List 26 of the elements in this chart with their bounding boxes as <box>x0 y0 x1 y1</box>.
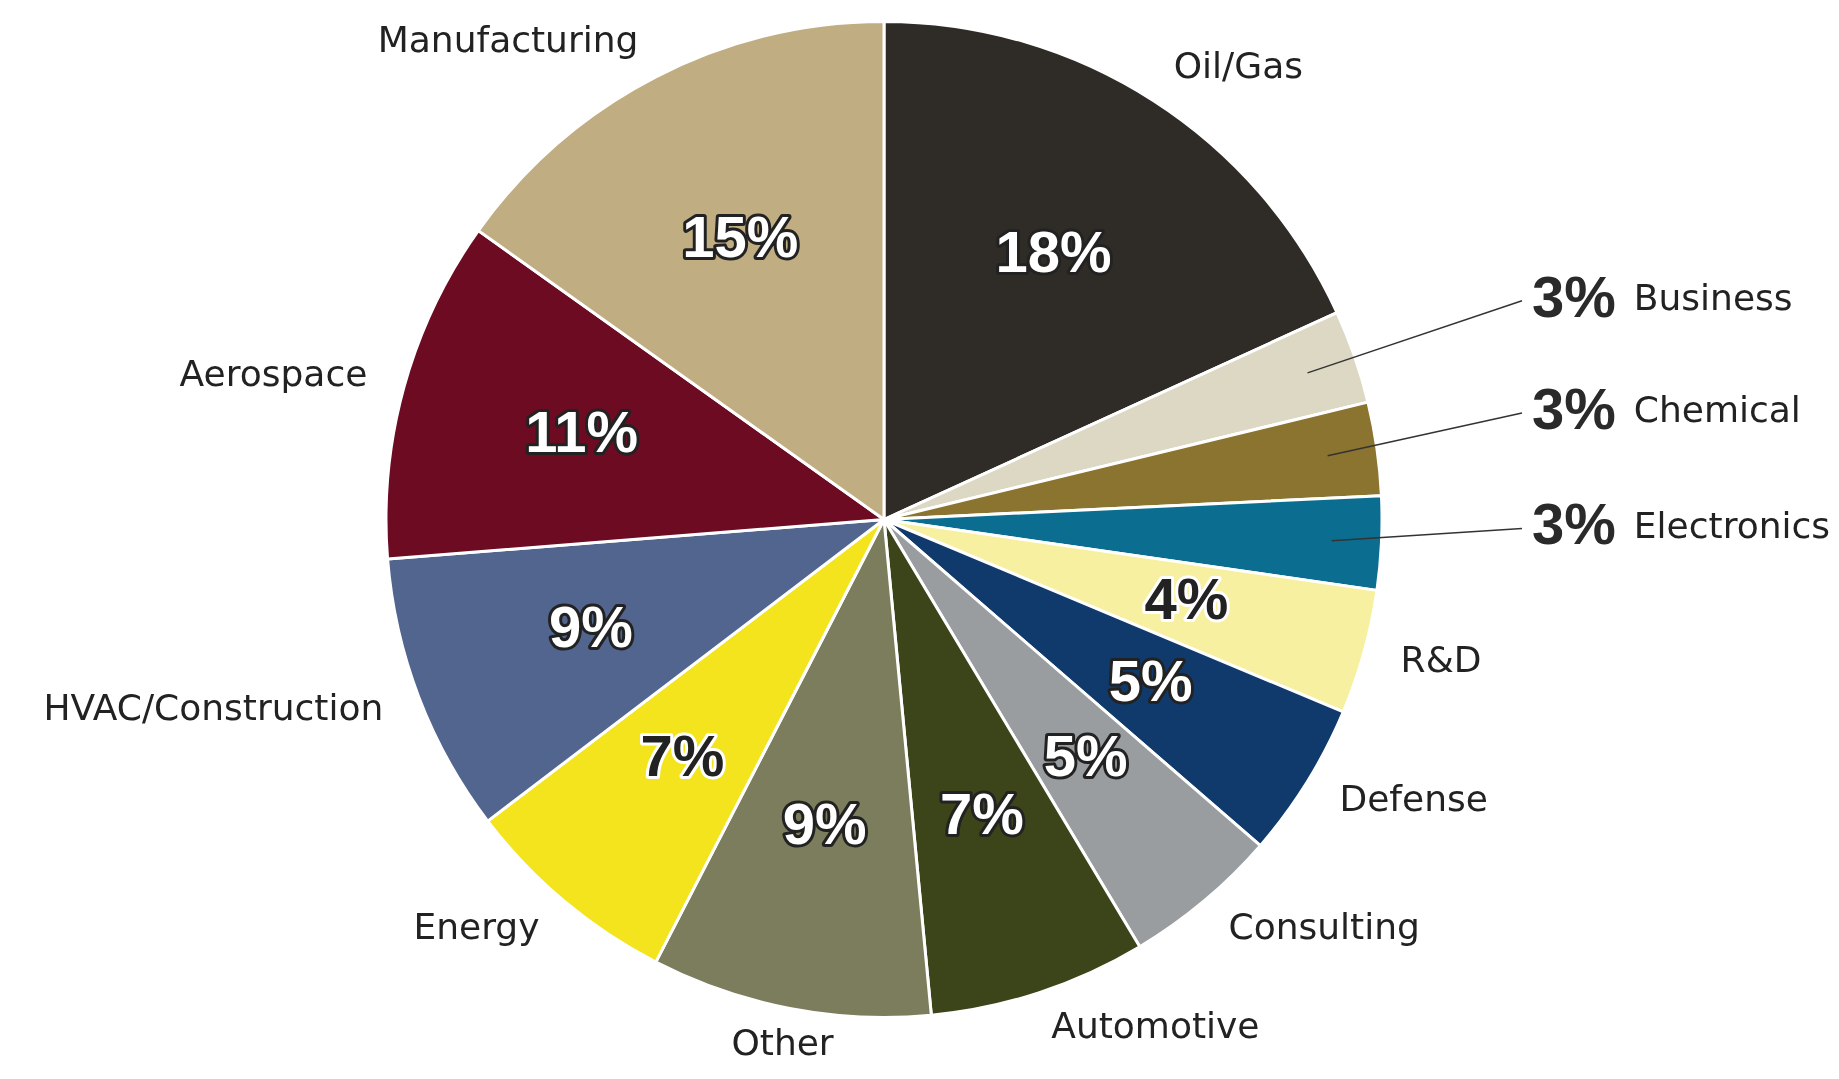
data-label: 3% <box>1532 491 1616 557</box>
slice-label: Business <box>1633 277 1793 319</box>
data-label: 18% <box>995 218 1112 284</box>
slice-label: Automotive <box>1051 1005 1260 1047</box>
slice-label: Consulting <box>1228 906 1420 948</box>
data-label: 9% <box>549 594 633 660</box>
slice-label: HVAC/Construction <box>43 687 384 729</box>
data-label: 9% <box>782 790 867 856</box>
data-label: 4% <box>1144 566 1229 632</box>
slice-label: Aerospace <box>179 353 368 395</box>
data-label: 7% <box>640 722 725 788</box>
data-label: 3% <box>1532 263 1616 329</box>
data-label: 7% <box>939 780 1024 846</box>
slice-label: Other <box>731 1022 834 1064</box>
data-label: 5% <box>1043 722 1128 788</box>
data-label: 3% <box>1532 376 1616 442</box>
slice-label: R&D <box>1400 638 1482 680</box>
data-label: 5% <box>1108 647 1193 713</box>
slice-label: Defense <box>1339 778 1488 820</box>
slice-label: Chemical <box>1633 389 1801 431</box>
slice-label: Manufacturing <box>377 19 639 61</box>
data-label: 15% <box>682 203 799 269</box>
slice-label: Energy <box>413 906 540 948</box>
slice-label: Oil/Gas <box>1173 44 1303 86</box>
data-label: 11% <box>525 398 639 464</box>
slice-label: Electronics <box>1633 504 1831 546</box>
